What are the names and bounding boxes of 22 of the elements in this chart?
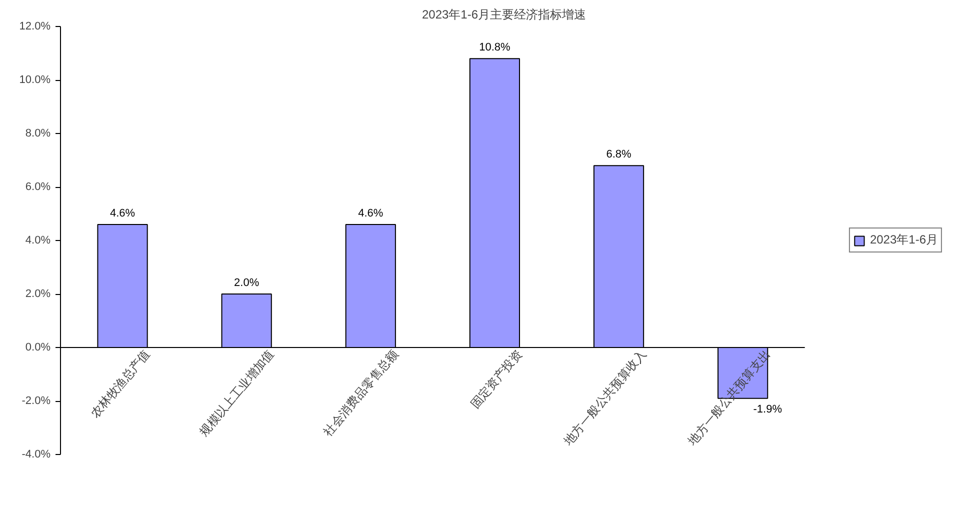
y-tick-label: 2.0% — [25, 288, 51, 300]
data-label: 6.8% — [606, 148, 632, 160]
y-tick-label: 6.0% — [25, 181, 51, 193]
x-tick-label: 农林牧渔总产值 — [88, 347, 153, 420]
y-tick-label: 0.0% — [25, 342, 51, 354]
data-label: 2.0% — [234, 276, 260, 289]
x-tick-label: 规模以上工业增加值 — [196, 347, 277, 439]
chart-title: 2023年1-6月主要经济指标增速 — [422, 8, 586, 22]
data-label: -1.9% — [753, 403, 782, 416]
y-tick-label: 12.0% — [19, 20, 51, 32]
y-tick-label: -4.0% — [22, 448, 51, 460]
y-tick-label: 10.0% — [19, 74, 51, 86]
data-label: 4.6% — [110, 207, 136, 220]
x-tick-label: 地方一般公共预算收入 — [560, 347, 649, 449]
legend-label: 2023年1-6月 — [870, 232, 938, 248]
x-tick-label: 固定资产投资 — [468, 347, 525, 412]
y-tick-label: -2.0% — [22, 395, 51, 407]
y-tick-label: 4.0% — [25, 234, 51, 246]
data-label: 10.8% — [479, 41, 511, 54]
x-tick-label: 社会消费品零售总额 — [320, 347, 401, 439]
data-label: 4.6% — [358, 207, 384, 220]
y-tick-label: 8.0% — [25, 128, 51, 140]
